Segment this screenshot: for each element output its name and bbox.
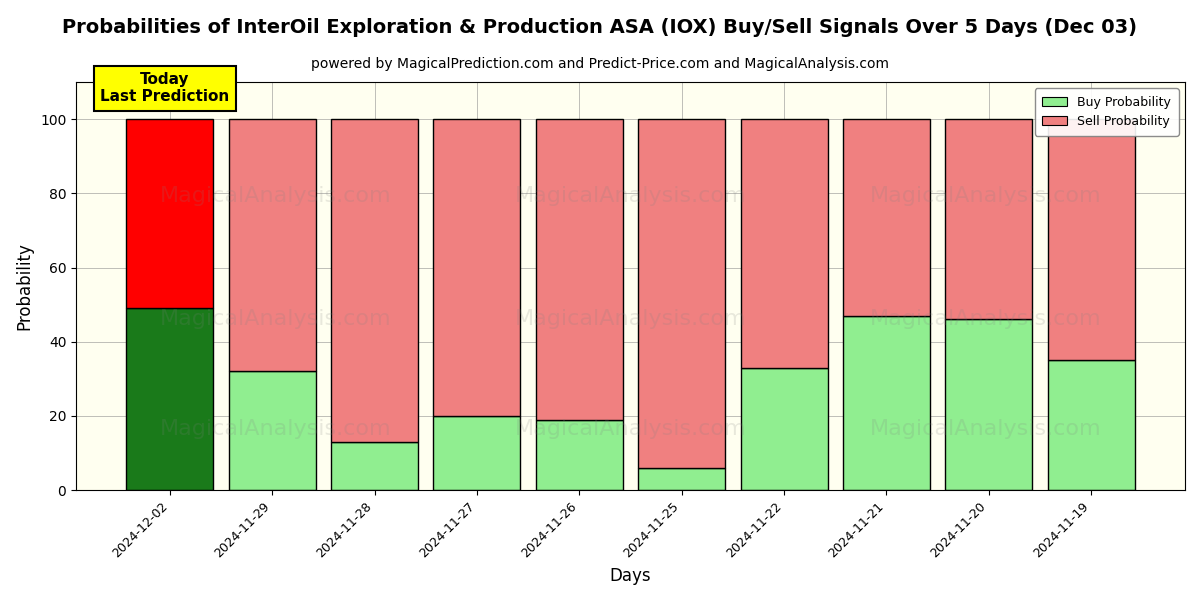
Bar [331,442,418,490]
Y-axis label: Probability: Probability [14,242,32,330]
Legend: Buy Probability, Sell Probability: Buy Probability, Sell Probability [1034,88,1178,136]
Text: MagicalAnalysis.com: MagicalAnalysis.com [160,187,391,206]
Bar [638,119,725,468]
Bar [433,416,521,490]
Text: MagicalAnalysis.com: MagicalAnalysis.com [870,419,1102,439]
Bar [126,308,214,490]
Bar [433,119,521,416]
Bar [842,119,930,316]
Bar [536,119,623,419]
Text: Probabilities of InterOil Exploration & Production ASA (IOX) Buy/Sell Signals Ov: Probabilities of InterOil Exploration & … [62,18,1138,37]
Text: MagicalAnalysis.com: MagicalAnalysis.com [160,309,391,329]
Bar [740,119,828,368]
Bar [536,419,623,490]
Bar [1048,360,1134,490]
Bar [638,468,725,490]
Bar [842,316,930,490]
Text: MagicalAnalysis.com: MagicalAnalysis.com [515,419,746,439]
Text: Today
Last Prediction: Today Last Prediction [101,72,229,104]
Text: MagicalAnalysis.com: MagicalAnalysis.com [870,309,1102,329]
Bar [740,368,828,490]
Text: MagicalAnalysis.com: MagicalAnalysis.com [515,309,746,329]
Text: MagicalAnalysis.com: MagicalAnalysis.com [870,187,1102,206]
Text: MagicalAnalysis.com: MagicalAnalysis.com [160,419,391,439]
Bar [946,119,1032,319]
X-axis label: Days: Days [610,567,652,585]
Bar [229,371,316,490]
Text: MagicalAnalysis.com: MagicalAnalysis.com [515,187,746,206]
Bar [1048,119,1134,360]
Bar [946,319,1032,490]
Text: powered by MagicalPrediction.com and Predict-Price.com and MagicalAnalysis.com: powered by MagicalPrediction.com and Pre… [311,57,889,71]
Bar [331,119,418,442]
Bar [229,119,316,371]
Bar [126,119,214,308]
